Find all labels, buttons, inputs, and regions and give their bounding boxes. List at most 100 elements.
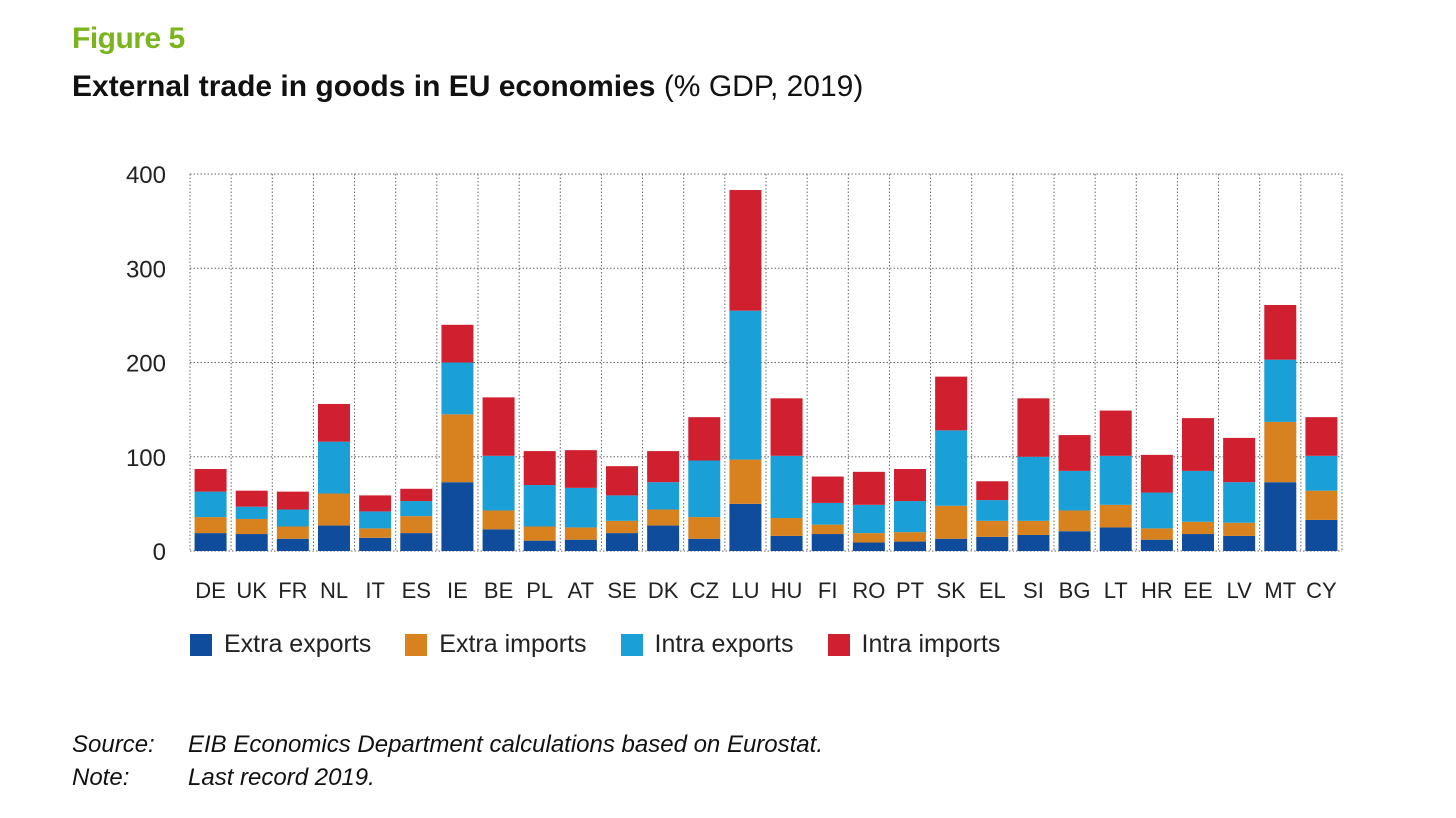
- bar-el-extra-imports: [976, 520, 1009, 537]
- bar-hu-intra-imports: [770, 398, 803, 456]
- bar-at-extra-imports: [564, 527, 597, 540]
- bar-dk-extra-exports: [647, 525, 680, 551]
- bar-pt-extra-exports: [894, 541, 926, 551]
- legend-item-extra-imports: Extra imports: [405, 630, 587, 659]
- stacked-bar-chart: 0 100 200 300 400 DE UK FR NL IT ES IE BE PL AT SE DK CZ…: [126, 162, 1343, 603]
- bar-dk-intra-exports: [647, 482, 680, 510]
- bar-fr-extra-exports: [276, 538, 309, 551]
- bar-lt-intra-imports: [1099, 410, 1132, 456]
- bar-nl-intra-imports: [318, 403, 350, 442]
- x-tick-label: MT: [1264, 578, 1296, 603]
- x-tick-label: SE: [607, 578, 636, 603]
- bar-ee-intra-imports: [1182, 418, 1214, 471]
- bar-el-intra-imports: [976, 481, 1009, 501]
- y-tick-label: 300: [126, 256, 166, 283]
- x-tick-label: NL: [320, 578, 348, 603]
- source-row: Source: EIB Economics Department calcula…: [72, 728, 823, 761]
- bar-cz-extra-imports: [688, 517, 721, 539]
- chart-title-main: External trade in goods in EU economies: [72, 70, 656, 103]
- bar-ro-intra-imports: [852, 471, 885, 505]
- x-tick-label: ES: [402, 578, 431, 603]
- bar-mt-extra-imports: [1264, 421, 1297, 483]
- x-tick-label: DE: [195, 578, 226, 603]
- x-tick-label: FR: [278, 578, 307, 603]
- bar-hu-extra-exports: [770, 535, 803, 551]
- bar-sk-extra-exports: [935, 538, 968, 551]
- bar-lv-extra-exports: [1223, 535, 1256, 551]
- bar-cz-intra-imports: [688, 417, 721, 461]
- x-tick-label: LV: [1227, 578, 1253, 603]
- bar-hu-intra-exports: [770, 455, 803, 519]
- bar-fr-intra-imports: [276, 491, 309, 510]
- bar-ee-extra-imports: [1182, 521, 1214, 535]
- x-tick-label: BE: [484, 578, 513, 603]
- legend-swatch-intra-imports: [827, 633, 850, 656]
- source-label: Source:: [72, 730, 155, 758]
- bar-bg-extra-exports: [1058, 531, 1091, 551]
- bar-de-intra-exports: [194, 491, 227, 518]
- bar-pl-intra-exports: [523, 485, 556, 527]
- bar-cy-extra-imports: [1305, 490, 1338, 520]
- bar-hr-extra-imports: [1140, 528, 1173, 540]
- bar-sk-intra-exports: [935, 430, 968, 506]
- bar-hr-intra-exports: [1140, 492, 1173, 529]
- x-tick-label: LT: [1104, 578, 1128, 603]
- x-tick-label: EL: [979, 578, 1006, 603]
- bar-be-extra-exports: [482, 529, 515, 551]
- bar-mt-intra-exports: [1264, 359, 1297, 422]
- y-tick-label: 400: [126, 162, 166, 189]
- x-tick-label: CZ: [690, 578, 719, 603]
- x-tick-label: PT: [896, 578, 924, 603]
- bar-ee-extra-exports: [1182, 534, 1214, 551]
- bar-ee-intra-exports: [1182, 470, 1214, 522]
- bar-de-intra-imports: [194, 469, 227, 492]
- x-tick-label: PL: [526, 578, 553, 603]
- legend-item-intra-exports: Intra exports: [620, 630, 794, 659]
- bar-mt-intra-imports: [1264, 305, 1297, 360]
- bar-be-extra-imports: [482, 510, 515, 530]
- bar-dk-intra-imports: [647, 451, 680, 483]
- bar-pt-extra-imports: [894, 532, 926, 542]
- bar-fi-intra-imports: [811, 476, 844, 503]
- chart-bars: [194, 190, 1338, 551]
- note-row: Note: Last record 2019.: [72, 761, 823, 794]
- bar-se-intra-exports: [606, 495, 638, 521]
- bar-at-intra-exports: [564, 487, 597, 528]
- y-axis-ticks: 0 100 200 300 400: [126, 162, 166, 566]
- bar-ie-extra-imports: [441, 414, 474, 483]
- bar-sk-intra-imports: [935, 376, 968, 431]
- note-text: Last record 2019.: [188, 763, 375, 791]
- bar-uk-intra-exports: [235, 506, 268, 519]
- bar-it-extra-imports: [359, 528, 392, 538]
- legend-swatch-extra-exports: [190, 633, 212, 656]
- y-tick-label: 0: [153, 539, 166, 566]
- bar-ie-extra-exports: [441, 482, 474, 551]
- bar-hu-extra-imports: [770, 518, 803, 536]
- x-tick-label: EE: [1183, 578, 1212, 603]
- legend-label-intra-exports: Intra exports: [654, 630, 794, 658]
- bar-bg-intra-imports: [1058, 435, 1091, 471]
- x-tick-label: IT: [365, 578, 385, 603]
- bar-uk-intra-imports: [235, 490, 268, 507]
- bar-nl-intra-exports: [318, 441, 350, 494]
- bar-pt-intra-exports: [894, 501, 926, 533]
- bar-de-extra-exports: [194, 533, 227, 551]
- bar-lt-intra-exports: [1099, 455, 1132, 505]
- bar-it-extra-exports: [359, 537, 392, 551]
- bar-hr-extra-exports: [1140, 539, 1173, 551]
- bar-si-intra-exports: [1017, 456, 1050, 521]
- bar-si-intra-imports: [1017, 398, 1050, 457]
- bar-lu-extra-exports: [729, 503, 762, 551]
- bar-lu-extra-imports: [729, 459, 762, 504]
- bar-dk-extra-imports: [647, 509, 680, 526]
- bar-de-extra-imports: [194, 517, 227, 534]
- x-tick-label: RO: [852, 578, 885, 603]
- bar-fi-intra-exports: [811, 502, 844, 525]
- bar-lt-extra-imports: [1099, 504, 1132, 528]
- bar-at-intra-imports: [564, 450, 597, 488]
- y-tick-label: 100: [126, 445, 166, 472]
- bar-cz-intra-exports: [688, 460, 721, 518]
- bar-se-extra-imports: [606, 520, 638, 534]
- bar-fr-extra-imports: [276, 526, 309, 539]
- x-tick-label: HR: [1141, 578, 1173, 603]
